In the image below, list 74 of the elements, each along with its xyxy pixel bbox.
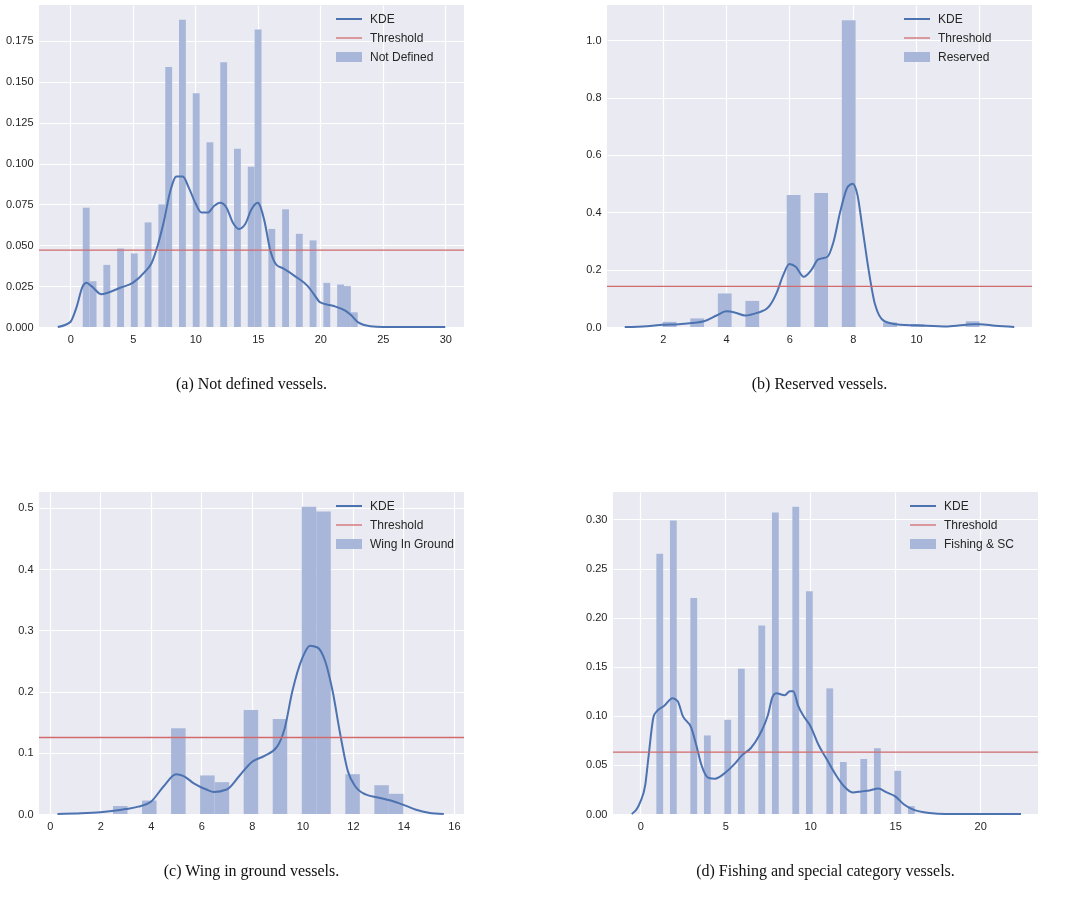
line-series <box>630 690 1022 815</box>
legend-label: KDE <box>370 499 395 513</box>
y-tick-label: 0.10 <box>586 709 608 722</box>
legend-label: Threshold <box>944 518 998 532</box>
x-tick-label: 10 <box>910 332 923 345</box>
y-tick-label: 0.1 <box>18 746 34 759</box>
x-tick-label: 10 <box>189 332 202 345</box>
x-tick-label: 5 <box>722 819 729 832</box>
x-tick-label: 0 <box>637 819 644 832</box>
x-tick-label: 30 <box>439 332 452 345</box>
legend-label: KDE <box>370 12 395 26</box>
y-tick-label: 0.175 <box>5 34 34 47</box>
y-tick-label: 0.075 <box>5 197 34 210</box>
text: (d) Fishing and special category vessels. <box>696 862 955 880</box>
x-tick-label: 10 <box>296 819 310 832</box>
legend-label: Threshold <box>370 518 424 532</box>
x-tick-label: 15 <box>889 819 902 832</box>
y-tick-label: 0.20 <box>586 611 608 624</box>
legend-label: Reserved <box>938 50 990 64</box>
x-tick-label: 0 <box>47 819 54 832</box>
text: (b) Reserved vessels. <box>751 375 888 393</box>
x-tick-label: 0 <box>67 332 74 345</box>
y-tick-label: 0.30 <box>586 512 608 525</box>
y-tick-label: 0.15 <box>586 660 608 673</box>
legend-label: KDE <box>944 499 969 513</box>
x-tick-label: 8 <box>249 819 256 832</box>
x-tick-label: 12 <box>347 819 360 832</box>
legend-label: Fishing & SC <box>944 537 1015 551</box>
y-tick-label: 0.4 <box>18 562 34 575</box>
line-series <box>56 644 445 815</box>
x-tick-label: 15 <box>252 332 265 345</box>
x-tick-label: 14 <box>397 819 411 832</box>
x-tick-label: 6 <box>198 819 205 832</box>
x-tick-label: 4 <box>148 819 155 832</box>
x-tick-label: 8 <box>850 332 857 345</box>
x-tick-label: 2 <box>660 332 667 345</box>
line-series <box>623 182 1016 328</box>
legend-label: Not Defined <box>370 50 434 64</box>
y-tick-label: 0.150 <box>5 75 34 88</box>
y-tick-label: 1.0 <box>586 33 602 46</box>
legend-label: Threshold <box>370 31 424 45</box>
y-tick-label: 0.2 <box>586 263 602 276</box>
y-tick-label: 0.0 <box>18 807 34 820</box>
text: (a) Not defined vessels. <box>175 375 328 393</box>
y-tick-label: 0.25 <box>586 562 608 575</box>
y-tick-label: 0.0 <box>586 320 602 333</box>
y-tick-label: 0.000 <box>5 320 34 333</box>
legend-label: Wing In Ground <box>370 537 455 551</box>
x-tick-label: 16 <box>448 819 461 832</box>
x-tick-label: 25 <box>377 332 390 345</box>
y-tick-label: 0.050 <box>5 238 34 251</box>
x-tick-label: 4 <box>723 332 730 345</box>
x-tick-label: 12 <box>973 332 987 345</box>
y-tick-label: 0.2 <box>18 685 34 698</box>
x-tick-label: 6 <box>786 332 793 345</box>
x-tick-label: 5 <box>130 332 137 345</box>
y-tick-label: 0.125 <box>5 116 34 129</box>
y-tick-label: 0.025 <box>5 279 34 292</box>
y-tick-label: 0.05 <box>586 758 608 771</box>
y-tick-label: 0.6 <box>586 148 602 161</box>
legend-label: Threshold <box>938 31 992 45</box>
line-series <box>56 175 447 328</box>
y-tick-label: 0.100 <box>5 157 34 170</box>
y-tick-label: 0.00 <box>586 807 608 820</box>
y-tick-label: 0.5 <box>18 501 34 514</box>
x-tick-label: 2 <box>97 819 104 832</box>
legend-label: KDE <box>938 12 963 26</box>
y-tick-label: 0.8 <box>586 91 602 104</box>
y-tick-label: 0.3 <box>18 623 34 636</box>
x-tick-label: 20 <box>314 332 327 345</box>
x-tick-label: 10 <box>804 819 817 832</box>
y-tick-label: 0.4 <box>586 205 602 218</box>
x-tick-label: 20 <box>974 819 987 832</box>
text: (c) Wing in ground vessels. <box>163 862 340 880</box>
